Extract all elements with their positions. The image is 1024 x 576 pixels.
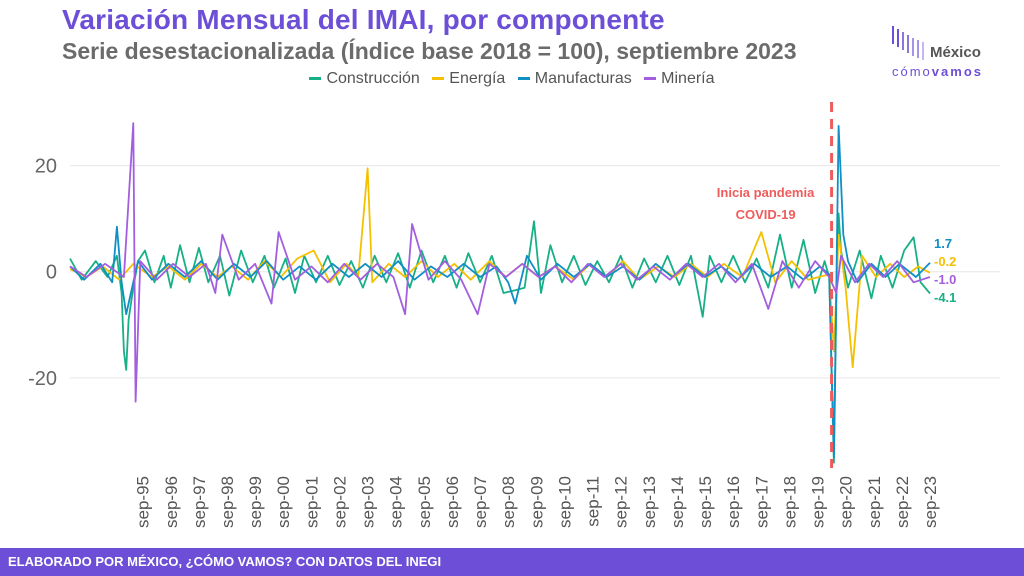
- y-tick-label: -20: [28, 368, 57, 390]
- x-tick-label: sep-97: [190, 476, 209, 528]
- y-axis-ticks: -20 0 20: [28, 156, 57, 390]
- y-tick-label: 20: [35, 156, 57, 178]
- legend-item-mineria: Minería: [644, 70, 715, 88]
- end-label-minería: -1.0: [934, 272, 956, 287]
- x-tick-label: sep-07: [471, 476, 490, 528]
- legend-item-manufacturas: Manufacturas: [517, 70, 632, 88]
- legend-label: Energía: [449, 70, 506, 87]
- x-tick-label: sep-19: [809, 476, 828, 528]
- legend-item-construccion: Construcción: [309, 70, 420, 88]
- logo-sub: cómovamos: [892, 64, 983, 79]
- x-tick-label: sep-16: [724, 476, 743, 528]
- x-tick-label: sep-13: [640, 476, 659, 528]
- legend-label: Minería: [661, 70, 715, 87]
- source-footer: ELABORADO POR MÉXICO, ¿CÓMO VAMOS? CON D…: [0, 548, 1024, 576]
- x-tick-label: sep-06: [443, 476, 462, 528]
- annotation-line1: Inicia pandemia: [717, 185, 815, 200]
- end-label-energía: -0.2: [934, 254, 956, 269]
- x-tick-label: sep-00: [274, 476, 293, 528]
- x-tick-label: sep-17: [752, 476, 771, 528]
- pandemic-annotation: Inicia pandemia COVID-19: [717, 102, 834, 468]
- x-tick-label: sep-02: [330, 476, 349, 528]
- x-tick-label: sep-09: [527, 476, 546, 528]
- x-tick-label: sep-96: [162, 476, 181, 528]
- x-tick-label: sep-98: [218, 476, 237, 528]
- annotation-line2: COVID-19: [736, 207, 796, 222]
- series-lines: [69, 122, 931, 464]
- chart-title: Variación Mensual del IMAI, por componen…: [62, 4, 665, 35]
- end-label-construcción: -4.1: [934, 290, 956, 305]
- x-tick-label: sep-21: [865, 476, 884, 528]
- x-tick-label: sep-11: [584, 476, 603, 527]
- legend-label: Construcción: [326, 70, 420, 87]
- logo-bars-icon: [892, 26, 924, 60]
- series-line-construcción: [69, 212, 931, 464]
- end-labels: -4.1 -0.2 1.7 -1.0: [934, 236, 956, 305]
- x-tick-label: sep-03: [359, 476, 378, 528]
- chart-subtitle: Serie desestacionalizada (Índice base 20…: [62, 38, 797, 64]
- legend-swatch-icon: [432, 77, 445, 81]
- legend-item-energia: Energía: [432, 70, 505, 88]
- x-tick-label: sep-14: [668, 476, 687, 528]
- x-tick-label: sep-18: [780, 476, 799, 528]
- x-tick-label: sep-22: [893, 476, 912, 528]
- x-axis-ticks: sep-95 sep-96 sep-97 sep-98 sep-99 sep-00 sep-…: [134, 476, 940, 528]
- logo-sub-bold: vamos: [931, 64, 983, 79]
- x-tick-label: sep-08: [499, 476, 518, 528]
- x-tick-label: sep-12: [612, 476, 631, 528]
- x-tick-label: sep-05: [415, 476, 434, 528]
- x-tick-label: sep-95: [134, 476, 153, 528]
- x-tick-label: sep-15: [696, 476, 715, 528]
- legend-swatch-icon: [644, 77, 657, 81]
- legend-swatch-icon: [309, 77, 322, 81]
- legend-label: Manufacturas: [534, 70, 632, 87]
- x-tick-label: sep-04: [387, 476, 406, 528]
- mexico-como-vamos-logo: México cómovamos: [890, 26, 1002, 82]
- chart-legend: Construcción Energía Manufacturas Minerí…: [0, 70, 1024, 88]
- x-tick-label: sep-23: [921, 476, 940, 528]
- x-tick-label: sep-01: [302, 476, 321, 528]
- x-tick-label: sep-99: [246, 476, 265, 528]
- series-line-manufacturas: [69, 125, 931, 459]
- end-label-manufacturas: 1.7: [934, 236, 952, 251]
- x-tick-label: sep-20: [837, 476, 856, 528]
- x-tick-label: sep-10: [555, 476, 574, 528]
- y-tick-label: 0: [46, 262, 57, 284]
- logo-word: México: [930, 44, 981, 61]
- series-line-minería: [69, 122, 931, 403]
- logo-sub-light: cómo: [892, 64, 932, 79]
- legend-swatch-icon: [517, 77, 530, 81]
